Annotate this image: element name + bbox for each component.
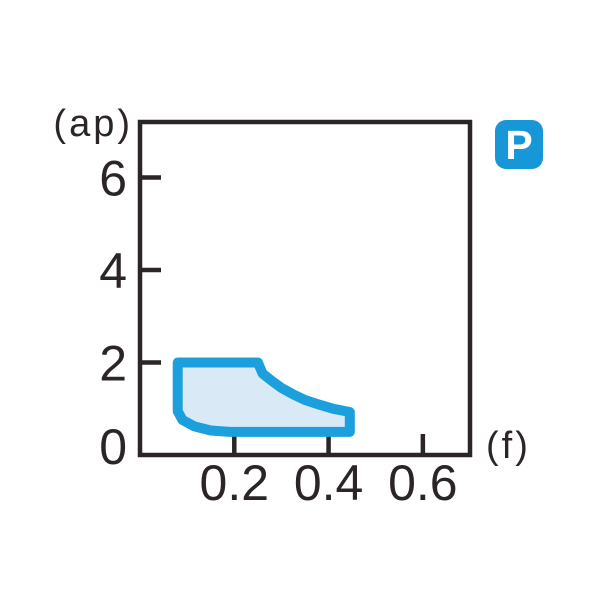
x-tick-label: 0.6 bbox=[388, 455, 458, 511]
p-badge-letter: P bbox=[505, 122, 532, 168]
y-axis-label: (ap) bbox=[53, 103, 133, 145]
tick-labels: 2 4 6 0 0.2 0.4 0.6 bbox=[99, 151, 457, 512]
material-badge: P bbox=[495, 120, 543, 169]
y-tick-label: 6 bbox=[99, 151, 127, 207]
axes bbox=[137, 119, 473, 458]
y-tick-label: 2 bbox=[99, 336, 127, 392]
plot-border bbox=[137, 119, 473, 458]
origin-tick-label: 0 bbox=[99, 419, 127, 475]
x-tick-label: 0.2 bbox=[200, 455, 270, 511]
x-tick-label: 0.4 bbox=[294, 455, 364, 511]
recommended-range-region bbox=[172, 357, 355, 437]
p-badge-background bbox=[495, 120, 543, 169]
x-axis-label: (f) bbox=[486, 425, 531, 467]
y-tick-label: 4 bbox=[99, 243, 127, 299]
